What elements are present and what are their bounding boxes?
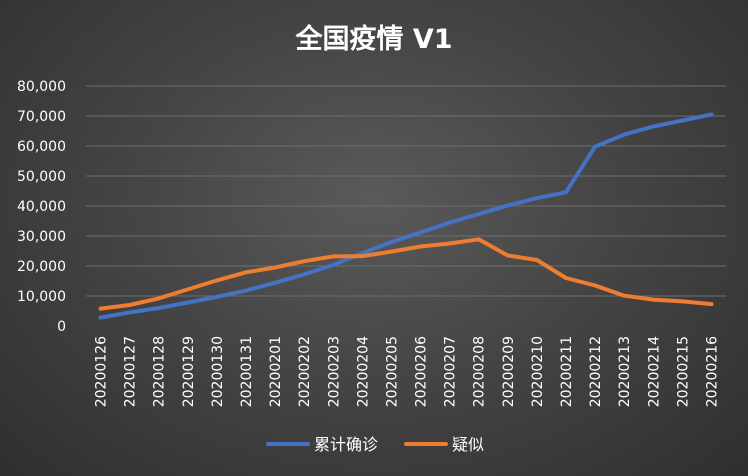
chart-title: 全国疫情 V1 [294,23,452,55]
x-tick-label: 20200206 [414,336,430,407]
y-tick-label: 60,000 [17,139,66,155]
y-axis-tick-labels: 0 10,000 20,000 30,000 40,000 50,000 60,000 70,… [17,79,66,335]
x-tick-label: 20200209 [501,336,517,407]
x-tick-label: 20200203 [326,336,342,407]
x-tick-label: 20200204 [355,336,371,407]
x-tick-label: 20200126 [94,336,110,407]
x-tick-label: 20200212 [588,336,604,407]
y-tick-label: 40,000 [17,199,66,215]
x-tick-label: 20200210 [530,336,546,407]
x-axis-tick-labels: 20200126 20200127 20200128 20200129 20200130… [94,336,721,407]
series-line-1 [98,112,714,320]
series-line-2 [98,237,714,311]
y-tick-label: 0 [57,319,66,335]
series-lines [98,112,714,320]
y-tick-label: 50,000 [17,169,66,185]
y-tick-label: 80,000 [17,79,66,95]
x-tick-label: 20200211 [559,336,575,407]
y-tick-label: 10,000 [17,289,66,305]
x-tick-label: 20200131 [239,336,255,407]
legend-label: 疑似 [452,435,484,454]
x-tick-label: 20200202 [297,336,313,407]
legend: 累计确诊 疑似 [266,435,484,454]
x-tick-label: 20200205 [384,336,400,407]
x-tick-label: 20200127 [123,336,139,407]
x-tick-label: 20200129 [181,336,197,407]
x-tick-label: 20200208 [472,336,488,407]
x-tick-label: 20200215 [675,336,691,407]
x-tick-label: 20200207 [443,336,459,407]
y-tick-label: 30,000 [17,229,66,245]
x-tick-label: 20200128 [152,336,168,407]
x-tick-label: 20200216 [704,336,720,407]
y-tick-label: 70,000 [17,109,66,125]
legend-label: 累计确诊 [314,435,378,454]
x-tick-label: 20200130 [210,336,226,407]
x-tick-label: 20200214 [646,336,662,407]
x-tick-label: 20200213 [617,336,633,407]
x-tick-label: 20200201 [268,336,284,407]
gridlines [86,85,726,297]
y-tick-label: 20,000 [17,259,66,275]
